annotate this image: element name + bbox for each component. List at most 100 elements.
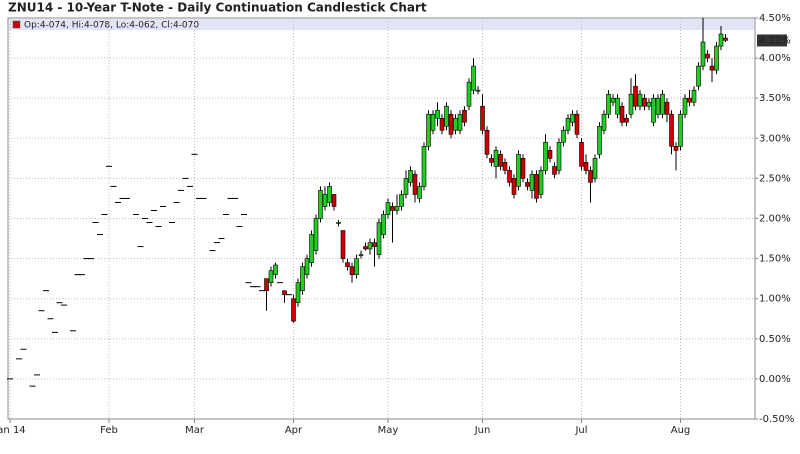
candle-body xyxy=(709,65,715,71)
y-tick-label: 4.50% xyxy=(759,13,791,24)
candle-body xyxy=(268,270,274,283)
candle-body xyxy=(646,101,652,107)
candle-body xyxy=(529,174,535,191)
x-tick-label: Apr xyxy=(285,425,303,436)
candle-body xyxy=(462,109,467,123)
candle-body xyxy=(390,206,395,211)
candle-body xyxy=(507,170,512,183)
x-tick-label: Jul xyxy=(574,425,587,436)
candle-body xyxy=(705,53,710,59)
candle-body xyxy=(552,166,557,175)
candle-body xyxy=(606,93,611,115)
candle-body xyxy=(417,186,422,199)
candle-body xyxy=(331,194,337,207)
candle-body xyxy=(475,89,481,92)
candle-body xyxy=(547,150,553,159)
candle-body xyxy=(327,186,332,203)
x-tick-label: Feb xyxy=(100,425,118,436)
candle-body xyxy=(691,89,697,103)
candle-body xyxy=(313,218,319,251)
candle-body xyxy=(430,113,436,131)
candle-body xyxy=(601,113,607,131)
candle-body xyxy=(502,162,508,171)
candle-body xyxy=(516,154,521,187)
candle-body xyxy=(615,97,620,115)
candle-body xyxy=(664,101,670,115)
candle-body xyxy=(448,113,454,135)
candle-body xyxy=(376,222,382,255)
candle-body xyxy=(655,97,661,115)
candle-body xyxy=(520,158,526,179)
candle-body xyxy=(588,170,593,183)
y-tick-label: 0.50% xyxy=(759,334,791,345)
candle-body xyxy=(714,45,719,71)
candle-body xyxy=(678,113,683,147)
candle-body xyxy=(385,202,391,215)
candle-body xyxy=(579,142,584,167)
candle-body xyxy=(538,170,544,195)
legend-text: Op:4-074, Hi:4-078, Lo:4-062, Cl:4-070 xyxy=(24,21,199,31)
candle-body xyxy=(367,242,373,250)
legend-swatch xyxy=(12,20,21,29)
candle-body xyxy=(399,194,404,207)
candle-body xyxy=(484,129,490,155)
candle-body xyxy=(363,246,368,250)
candle-body xyxy=(570,113,575,123)
last-price-label: 4.22% xyxy=(759,35,791,46)
candle-body xyxy=(340,230,346,259)
candle-body xyxy=(723,37,728,41)
candle-body xyxy=(493,150,499,167)
candle-body xyxy=(318,190,323,219)
candle-body xyxy=(439,117,445,131)
y-tick-label: 2.50% xyxy=(759,173,791,184)
candle-body xyxy=(264,278,269,291)
candle-body xyxy=(349,266,355,275)
x-tick-label: Jan 14 xyxy=(0,425,26,436)
candle-body xyxy=(381,214,386,235)
candle-body xyxy=(633,85,638,107)
candle-body xyxy=(525,182,530,187)
y-tick-label: 3.50% xyxy=(759,93,791,104)
candle-body xyxy=(628,93,634,115)
candle-body xyxy=(687,97,692,103)
candle-body xyxy=(637,93,643,107)
candle-body xyxy=(273,264,278,275)
candle-body xyxy=(304,258,310,275)
candle-body xyxy=(291,298,296,322)
legend-band xyxy=(9,19,754,30)
candle-body xyxy=(421,146,427,187)
candle-body xyxy=(444,105,449,127)
candle-body xyxy=(336,222,341,224)
x-tick-label: May xyxy=(378,425,399,436)
candle-body xyxy=(358,254,364,256)
candle-body xyxy=(426,113,431,147)
candle-body xyxy=(673,146,679,151)
x-tick-label: Jun xyxy=(474,425,491,436)
x-tick-label: Aug xyxy=(671,425,691,436)
candle-body xyxy=(282,290,287,295)
candle-body xyxy=(700,41,706,67)
y-tick-label: 0.00% xyxy=(759,374,791,385)
candle-body xyxy=(372,242,377,247)
candle-body xyxy=(592,158,598,179)
candle-body xyxy=(480,105,485,131)
candle-body xyxy=(354,258,359,275)
y-tick-label: -0.50% xyxy=(759,414,794,425)
candle-body xyxy=(610,97,616,103)
candle-body xyxy=(471,65,476,91)
candle-body xyxy=(669,113,674,147)
candle-body xyxy=(597,125,602,155)
candle-body xyxy=(457,113,463,131)
candle-body xyxy=(489,158,494,163)
y-tick-label: 1.50% xyxy=(759,254,791,265)
y-tick-label: 4.00% xyxy=(759,53,791,64)
candle-body xyxy=(394,206,400,211)
candle-body xyxy=(511,178,517,195)
candle-body xyxy=(561,129,566,143)
candle-body xyxy=(435,109,440,119)
candle-body xyxy=(345,262,350,267)
candle-body xyxy=(660,93,665,115)
candle-body xyxy=(403,178,409,195)
candle-body xyxy=(309,234,314,263)
